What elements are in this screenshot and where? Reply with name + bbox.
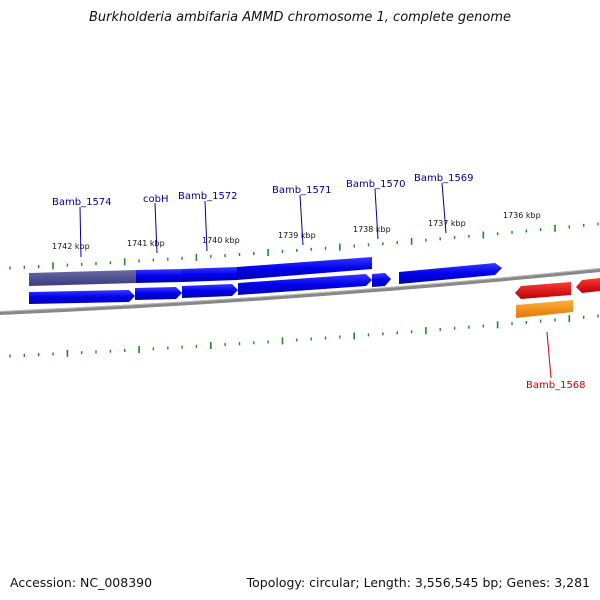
gene-bamb-1571[interactable] bbox=[237, 257, 372, 280]
gene-bamb-1568[interactable] bbox=[515, 282, 571, 299]
scale-ticks-bottom bbox=[9, 314, 599, 358]
scale-label-1736: 1736 kbp bbox=[503, 211, 541, 220]
scale-label-1739: 1739 kbp bbox=[278, 231, 316, 240]
scale-label-1738: 1738 kbp bbox=[353, 225, 391, 234]
gene-bamb-1570[interactable] bbox=[372, 273, 391, 287]
gene-label-bamb-1570[interactable]: Bamb_1570 bbox=[346, 179, 406, 190]
accession-label: Accession: NC_008390 bbox=[10, 575, 153, 590]
reverse-genes bbox=[515, 278, 600, 318]
gene-cobh[interactable] bbox=[136, 269, 182, 283]
map-title: Burkholderia ambifaria AMMD chromosome 1… bbox=[88, 10, 512, 25]
gene-label-cobh[interactable]: cobH bbox=[143, 194, 168, 205]
gene-label-bamb-1574[interactable]: Bamb_1574 bbox=[52, 197, 112, 208]
scale-labels: 1742 kbp 1741 kbp 1740 kbp 1739 kbp 1738… bbox=[52, 211, 541, 251]
gene-labels-forward: Bamb_1574 cobH Bamb_1572 Bamb_1571 Bamb_… bbox=[52, 173, 474, 208]
scale-label-1741: 1741 kbp bbox=[127, 239, 165, 248]
scale-label-1740: 1740 kbp bbox=[202, 236, 240, 245]
forward-genes-upper bbox=[29, 257, 502, 286]
forward-genes-lower bbox=[29, 273, 391, 304]
gene-bamb-1571-lower[interactable] bbox=[238, 274, 372, 295]
label-leaders-forward bbox=[79, 182, 447, 258]
genome-summary: Topology: circular; Length: 3,556,545 bp… bbox=[246, 575, 590, 590]
gene-label-bamb-1569[interactable]: Bamb_1569 bbox=[414, 173, 474, 184]
gene-bamb-1574[interactable] bbox=[29, 290, 135, 304]
gene-bamb-1569[interactable] bbox=[399, 263, 502, 284]
gene-bamb-1572[interactable] bbox=[182, 267, 237, 282]
scale-label-1737: 1737 kbp bbox=[428, 219, 466, 228]
gene-label-bamb-1568[interactable]: Bamb_1568 bbox=[526, 380, 586, 391]
gene-orange[interactable] bbox=[516, 300, 573, 318]
gene-label-bamb-1571[interactable]: Bamb_1571 bbox=[272, 185, 332, 196]
gene-cobh-lower[interactable] bbox=[135, 287, 182, 300]
gene-bamb-1574-selected[interactable] bbox=[29, 270, 136, 286]
gene-bamb-1572-lower[interactable] bbox=[182, 284, 238, 298]
gene-label-bamb-1572[interactable]: Bamb_1572 bbox=[178, 191, 238, 202]
gene-labels-reverse: Bamb_1568 bbox=[526, 380, 586, 391]
gene-reverse-2[interactable] bbox=[576, 278, 600, 293]
scale-label-1742: 1742 kbp bbox=[52, 242, 90, 251]
label-leaders-reverse bbox=[546, 331, 552, 379]
scale-ticks-top bbox=[9, 222, 599, 270]
chromosome-backbone bbox=[0, 268, 600, 315]
